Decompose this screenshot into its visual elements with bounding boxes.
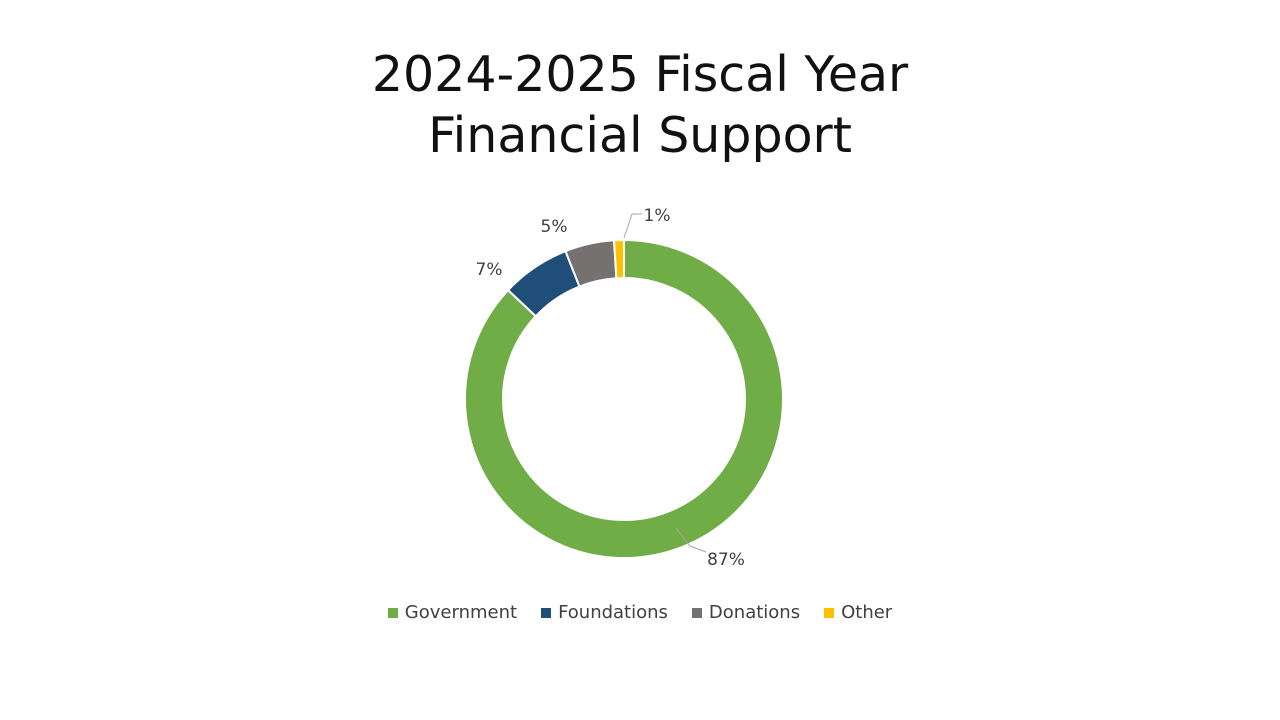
data-label-other: 1%	[644, 206, 671, 226]
legend-item-foundations: Foundations	[541, 602, 668, 623]
legend-label-government: Government	[404, 602, 518, 623]
chart-title: 2024-2025 Fiscal Year Financial Support	[0, 44, 1280, 166]
legend-label-donations: Donations	[708, 602, 801, 623]
legend-item-donations: Donations	[691, 602, 801, 623]
data-label-donations: 5%	[541, 217, 568, 237]
chart-legend: Government Foundations Donations Other	[0, 602, 1280, 623]
legend-item-other: Other	[824, 602, 892, 623]
doughnut-slice-other	[612, 238, 625, 280]
legend-label-other: Other	[841, 602, 893, 623]
leader-line-government	[675, 527, 707, 553]
data-label-government: 87%	[707, 550, 745, 570]
legend-swatch-foundations	[541, 607, 552, 618]
legend-swatch-other	[824, 607, 835, 618]
legend-label-foundations: Foundations	[558, 602, 668, 623]
legend-item-government: Government	[387, 602, 518, 623]
leader-line-other	[623, 213, 642, 239]
chart-title-line-1: 2024-2025 Fiscal Year	[371, 46, 909, 103]
doughnut-slice-government	[464, 238, 784, 559]
chart-title-line-2: Financial Support	[428, 107, 852, 164]
legend-swatch-government	[387, 607, 398, 618]
legend-swatch-donations	[691, 607, 702, 618]
data-label-foundations: 7%	[476, 260, 503, 280]
